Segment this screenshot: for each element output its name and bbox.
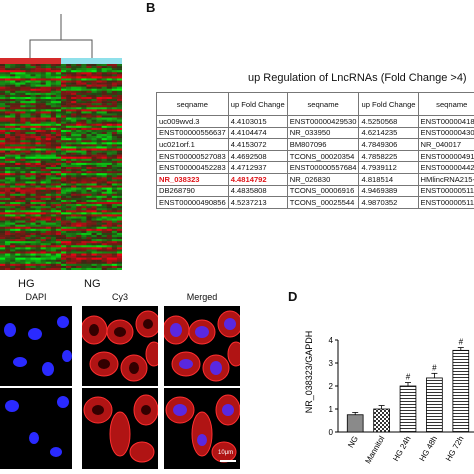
table-row: ENST00000490856 4.5237213 TCONS_00025544 4.…	[156, 196, 474, 209]
header-fold-change-1: up Fold Change	[227, 92, 288, 116]
label-merged: Merged	[186, 292, 218, 302]
image-dapi	[0, 306, 72, 469]
table-cell: ENST00000452283	[156, 161, 229, 174]
bar	[399, 385, 417, 433]
table-cell: ENST00000429530	[286, 115, 360, 128]
table-cell: ENST0000051196	[417, 196, 474, 209]
y-axis-label: NR_038323/GAPDH	[304, 331, 314, 414]
heatmap-label-ng: NG	[84, 278, 101, 290]
table-cell: 4.4153072	[227, 138, 288, 151]
table-cell: 4.4692508	[227, 149, 288, 163]
x-tick-label: Mannitol	[363, 434, 386, 465]
table-title: up Regulation of LncRNAs (Fold Change >4…	[248, 72, 467, 84]
table-cell: 4.7858225	[358, 149, 419, 163]
table-cell: ENST00000527083	[156, 149, 229, 163]
table-cell: 4.4835808	[227, 184, 288, 198]
table-cell: ENST0000044223	[417, 161, 474, 174]
significance-mark: #	[406, 373, 411, 382]
heatmap-label-hg: HG	[18, 278, 35, 290]
table-row: DB268790 4.4835808 TCONS_00006916 4.9469389…	[156, 184, 474, 198]
bar	[373, 408, 390, 433]
header-seqname-1: seqname	[156, 92, 229, 116]
bar	[346, 414, 364, 433]
table-cell: TCONS_00025544	[286, 196, 360, 209]
bar-chart: NR_038323/GAPDH 0 1 2 3 4 NG Mannitol # HG 24h #…	[304, 331, 474, 465]
table-cell: ENST0000043053	[417, 126, 474, 140]
lncrna-table: seqname up Fold Change seqname up Fold C…	[156, 92, 474, 209]
significance-mark: #	[459, 338, 464, 347]
table-cell: NR_026830	[286, 172, 360, 186]
y-tick-label: 0	[329, 428, 334, 437]
table-row: NR_038323 4.4814792 NR_026830 4.818514 HMlin…	[156, 172, 474, 186]
table-cell: BM807096	[286, 138, 360, 151]
table-header-row: seqname up Fold Change seqname up Fold C…	[156, 92, 474, 116]
table-row: ENST00000452283 4.4712937 ENST00000557684 4…	[156, 161, 474, 174]
y-tick-label: 1	[329, 405, 334, 414]
table-cell: NR_038323	[156, 172, 229, 186]
table-cell: ENST0000041814	[417, 115, 474, 128]
y-tick-label: 2	[329, 382, 334, 391]
image-merged: 10μm	[164, 306, 240, 469]
table-cell: ENST00000490856	[156, 196, 229, 209]
table-cell: uc009wvd.3	[156, 115, 229, 128]
panel-letter-d: D	[288, 289, 298, 304]
table-cell: 4.4104474	[227, 126, 288, 140]
table-row: uc009wvd.3 4.4103015 ENST00000429530 4.5250…	[156, 115, 474, 128]
y-tick-label: 4	[329, 336, 334, 345]
table-cell: 4.5237213	[227, 196, 288, 209]
table-cell: ENST0000049186	[417, 149, 474, 163]
table-cell: 4.5250568	[358, 115, 419, 128]
significance-mark: #	[432, 363, 437, 372]
bar	[426, 377, 443, 433]
header-fold-change-2: up Fold Change	[358, 92, 419, 116]
x-tick-label: NG	[346, 435, 360, 450]
x-tick-label: HG 48h	[418, 435, 440, 463]
table-cell: NR_033950	[286, 126, 360, 140]
bar	[452, 349, 470, 433]
table-cell: uc021orf.1	[156, 138, 229, 151]
table-cell: 4.4103015	[227, 115, 288, 128]
table-cell: DB268790	[156, 184, 229, 198]
label-cy3: Cy3	[111, 292, 128, 302]
panel-letter-b: B	[146, 0, 156, 15]
table-cell: 4.818514	[358, 172, 419, 186]
x-tick-label: HG 72h	[444, 435, 466, 463]
table-cell: 4.4712937	[227, 161, 288, 174]
table-cell: 4.4814792	[227, 172, 288, 186]
table-row: uc021orf.1 4.4153072 BM807096 4.7849306 NR_0…	[156, 138, 474, 151]
table-cell: 4.9870352	[358, 196, 419, 209]
header-seqname-3: seqname	[417, 92, 474, 116]
table-cell: 4.9469389	[358, 184, 419, 198]
table-cell: 4.7939112	[358, 161, 419, 174]
dendrogram	[29, 14, 93, 60]
table-cell: 4.7849306	[358, 138, 419, 151]
group-bar-ng	[61, 58, 122, 64]
table-cell: ENST00000556637	[156, 126, 229, 140]
header-seqname-2: seqname	[286, 92, 360, 116]
y-tick-label: 3	[329, 359, 334, 368]
group-bar-hg	[0, 58, 61, 64]
heatmap	[0, 58, 122, 270]
table-cell: TCONS_00006916	[286, 184, 360, 198]
table-row: ENST00000527083 4.4692508 TCONS_00020354 4.…	[156, 149, 474, 163]
table-cell: HMlincRNA215-	[417, 172, 474, 186]
table-cell: ENST00000557684	[286, 161, 360, 174]
table-cell: ENST0000051171	[417, 184, 474, 198]
image-cy3	[82, 306, 158, 469]
table-cell: 4.6214235	[358, 126, 419, 140]
table-cell: NR_040017	[417, 138, 474, 151]
table-cell: TCONS_00020354	[286, 149, 360, 163]
label-dapi: DAPI	[25, 292, 47, 302]
table-row: ENST00000556637 4.4104474 NR_033950 4.62142…	[156, 126, 474, 140]
scale-bar-label: 10μm	[218, 450, 234, 456]
x-tick-label: HG 24h	[391, 435, 413, 463]
